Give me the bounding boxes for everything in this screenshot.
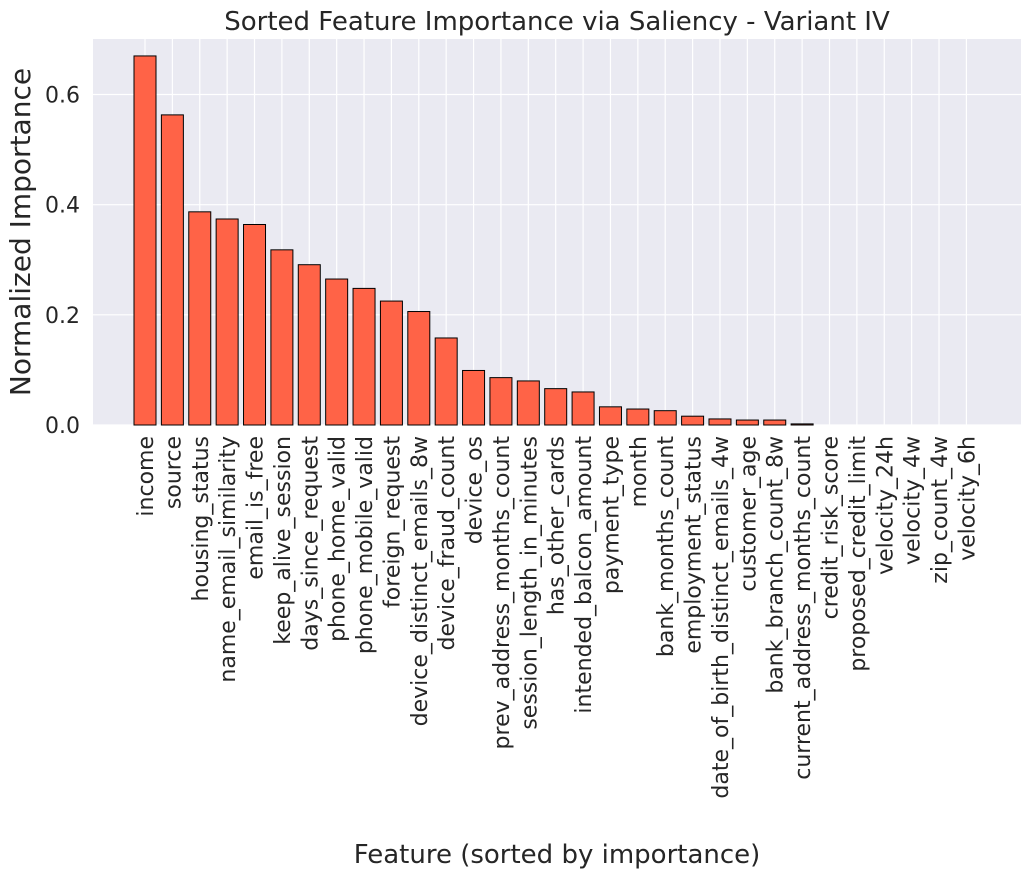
bar-foreign_request [379, 300, 403, 426]
bar-month [626, 408, 650, 426]
bar-keep_alive_session [270, 249, 294, 426]
x-tick-label: income [134, 436, 159, 517]
y-tick-label: 0.0 [45, 414, 80, 439]
x-tick-label: has_other_cards [545, 436, 570, 615]
y-tick-labels: 0.0 0.2 0.4 0.6 [45, 84, 80, 440]
x-tick-label: payment_type [599, 436, 624, 594]
y-axis-label: Normalized Importance [4, 68, 37, 396]
x-tick-label: bank_months_count [654, 436, 679, 657]
bar-device_fraud_count [434, 337, 458, 426]
x-tick-label: source [161, 436, 186, 509]
bar-bank_branch_count_8w [763, 419, 787, 426]
bar-employment_status [681, 415, 705, 426]
x-tick-labels: income source housing_status name_email_sim… [134, 436, 980, 799]
x-tick-label: days_since_request [298, 436, 323, 651]
y-tick-label: 0.6 [45, 84, 80, 109]
x-tick-label: email_is_free [244, 436, 269, 580]
x-axis-label: Feature (sorted by importance) [354, 840, 761, 870]
x-tick-label: prev_address_months_count [490, 436, 515, 750]
bar-source [160, 114, 184, 426]
bar-days_since_request [297, 264, 321, 426]
x-tick-label: customer_age [736, 436, 761, 592]
x-tick-label: phone_mobile_valid [353, 436, 378, 654]
x-tick-label: velocity_6h [955, 436, 980, 561]
bar-date_of_birth_distinct_emails_4w [708, 418, 732, 426]
x-tick-label: intended_balcon_amount [572, 436, 597, 714]
x-tick-label: bank_branch_count_8w [764, 436, 789, 694]
x-tick-label: date_of_birth_distinct_emails_4w [709, 436, 734, 799]
bar-phone_mobile_valid [352, 287, 376, 426]
x-tick-label: proposed_credit_limit [846, 436, 871, 672]
x-tick-label: velocity_24h [873, 436, 898, 575]
bar-prev_address_months_count [489, 377, 513, 426]
x-tick-label: keep_alive_session [271, 436, 296, 645]
bar-housing_status [188, 211, 212, 426]
x-tick-label: zip_count_4w [928, 436, 953, 584]
x-tick-label: session_length_in_minutes [517, 436, 542, 730]
x-tick-label: housing_status [189, 436, 214, 601]
bar-payment_type [598, 406, 622, 426]
x-tick-label: name_email_similarity [216, 436, 241, 683]
x-tick-label: velocity_4w [901, 436, 926, 565]
x-tick-label: month [627, 436, 652, 507]
bar-has_other_cards [544, 388, 568, 426]
x-tick-label: current_address_months_count [791, 436, 816, 780]
bar-bank_months_count [653, 410, 677, 426]
x-tick-label: device_distinct_emails_8w [408, 436, 433, 726]
y-tick-label: 0.2 [45, 304, 80, 329]
x-tick-label: credit_risk_score [819, 436, 844, 619]
chart-title: Sorted Feature Importance via Saliency -… [224, 7, 890, 37]
x-tick-label: device_os [463, 436, 488, 544]
bar-name_email_similarity [215, 218, 239, 426]
bar-device_os [462, 369, 486, 426]
x-tick-label: foreign_request [380, 436, 405, 608]
bar-session_length_in_minutes [516, 380, 540, 426]
bar-customer_age [735, 419, 759, 426]
bar-device_distinct_emails_8w [407, 311, 431, 426]
bar-phone_home_valid [325, 278, 349, 426]
bar-income [133, 55, 157, 426]
bar-email_is_free [243, 223, 267, 426]
bar-intended_balcon_amount [571, 391, 595, 426]
bar-current_address_months_count [790, 423, 814, 426]
bars [133, 55, 814, 426]
y-tick-label: 0.4 [45, 194, 80, 219]
x-tick-label: phone_home_valid [326, 436, 351, 642]
x-tick-label: device_fraud_count [435, 436, 460, 651]
x-tick-label: employment_status [682, 436, 707, 654]
